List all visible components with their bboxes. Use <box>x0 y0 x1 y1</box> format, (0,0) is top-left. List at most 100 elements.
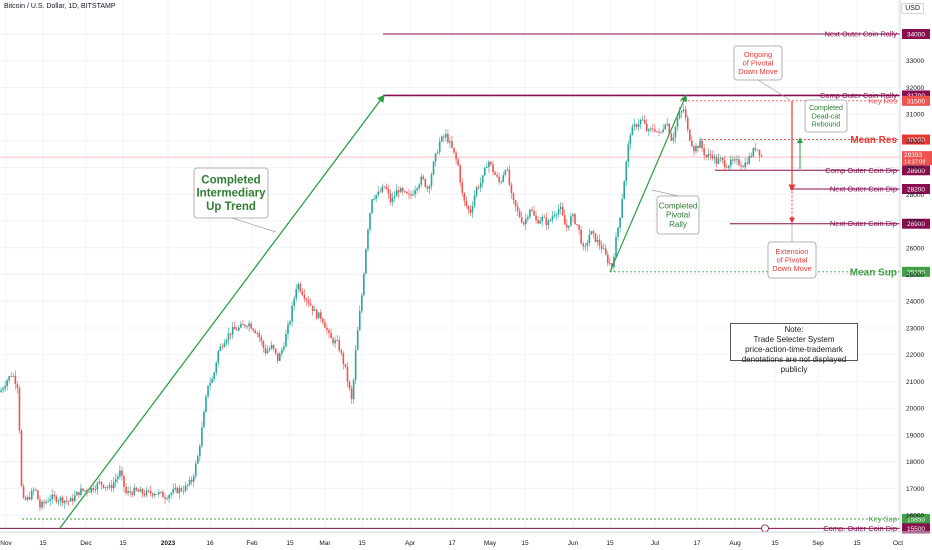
candle-body <box>633 124 636 127</box>
candle-body <box>693 146 695 152</box>
level-price-value: 26900 <box>907 221 925 228</box>
candle-body <box>344 364 347 367</box>
candle-body <box>94 489 97 491</box>
y-tick-label: 26000 <box>906 245 924 252</box>
candle-body <box>6 380 8 386</box>
candle-body <box>652 128 654 130</box>
candle-body <box>752 148 755 157</box>
candle-body <box>758 149 761 156</box>
candle-body <box>588 234 591 244</box>
candle-body <box>430 174 433 186</box>
candle-body <box>256 332 259 334</box>
event-marker-icon[interactable] <box>761 524 769 533</box>
candle-body <box>252 328 254 331</box>
candle-body <box>631 126 634 136</box>
level-price-value: 15500 <box>907 526 925 533</box>
candle-body <box>287 324 289 334</box>
candle-body <box>90 487 92 493</box>
candle-body <box>719 157 722 159</box>
candle-body <box>371 199 373 214</box>
level-label: Next Outer Coin Dip <box>830 219 897 228</box>
candle-body <box>604 248 607 255</box>
candle-body <box>373 198 375 200</box>
candle-body <box>609 263 611 264</box>
candle-body <box>543 216 546 218</box>
candle-body <box>141 489 144 494</box>
candle-body <box>502 175 505 182</box>
candle-body <box>238 327 240 331</box>
candle-body <box>4 385 6 389</box>
candle-body <box>291 305 293 322</box>
candle-body <box>334 340 336 344</box>
candle-body <box>322 318 324 323</box>
candle-body <box>199 445 201 457</box>
candle-body <box>596 239 599 242</box>
candle-body <box>387 189 390 194</box>
candle-body <box>354 349 357 380</box>
candle-body <box>670 133 673 141</box>
candle-body <box>115 479 117 483</box>
candle-body <box>416 188 418 191</box>
candle-body <box>520 217 523 223</box>
symbol-title: Bitcoin / U.S. Dollar, 1D, BITSTAMP <box>4 3 116 10</box>
candle-body <box>166 498 168 500</box>
candle-body <box>30 490 33 500</box>
candle-body <box>574 214 576 225</box>
candle-body <box>539 220 541 224</box>
candle-body <box>293 298 295 306</box>
candle-body <box>283 346 285 350</box>
level-price-tag <box>902 165 930 176</box>
candle-body <box>488 161 490 168</box>
candle-body <box>356 330 359 350</box>
candle-body <box>377 191 379 196</box>
candle-body <box>209 382 211 386</box>
candle-body <box>76 492 78 496</box>
candle-body <box>709 154 712 156</box>
candle-body <box>326 327 328 331</box>
price-axis[interactable]: 16000 17000 18000 19000 20000 21000 22000 23000… <box>899 0 924 532</box>
candle-body <box>594 233 597 242</box>
candle-body <box>365 249 367 274</box>
currency-button[interactable]: USD <box>901 3 924 14</box>
uptrend-line <box>59 94 385 529</box>
candle-body <box>96 483 99 490</box>
candle-body <box>475 187 478 196</box>
candle-body <box>268 348 271 351</box>
candle-body <box>258 333 261 338</box>
candle-body <box>592 231 595 234</box>
candle-body <box>383 186 386 188</box>
candle-body <box>547 220 550 225</box>
candle-body <box>553 215 556 217</box>
candle-body <box>92 487 95 491</box>
candle-body <box>451 141 453 148</box>
annotation-text: of Pivotal <box>777 255 808 264</box>
y-tick-label: 27000 <box>906 219 924 226</box>
candle-body <box>395 190 398 197</box>
candle-body <box>760 155 763 157</box>
y-tick-label: 32000 <box>906 85 924 92</box>
level-label: Comp Outer Coin Rally <box>820 91 897 100</box>
candle-body <box>0 390 2 393</box>
candle-body <box>379 191 382 193</box>
candle-body <box>71 498 74 502</box>
x-tick-label: Oct <box>893 540 903 547</box>
level-label: Comp Outer Coin Dip <box>825 166 897 175</box>
candle-body <box>24 497 27 500</box>
note-line: Note: <box>784 325 804 334</box>
candle-body <box>223 343 226 348</box>
candle-body <box>418 184 420 189</box>
candle-body <box>508 169 511 185</box>
candle-body <box>201 427 203 446</box>
annotation-connector <box>757 79 791 101</box>
candle-body <box>738 159 740 165</box>
candle-body <box>88 491 90 493</box>
candle-body <box>500 181 502 183</box>
candle-body <box>742 166 744 168</box>
candle-body <box>352 379 355 400</box>
candle-body <box>711 155 714 159</box>
time-axis[interactable]: Nov 15 Dec 15 2023 16 Feb 15 Mar 15 Apr 17 May 15 Jun 1… <box>0 531 932 547</box>
x-tick-label: 15 <box>853 540 861 547</box>
x-tick-label: Feb <box>246 540 258 547</box>
